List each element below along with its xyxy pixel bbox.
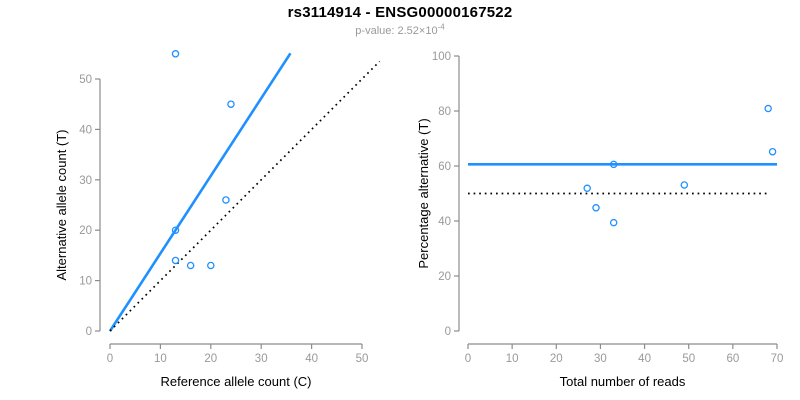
x-tick-label: 20: [550, 353, 563, 365]
y-tick-label: 40: [79, 124, 92, 136]
x-tick-label: 0: [465, 353, 471, 365]
x-tick-label: 30: [594, 353, 607, 365]
data-point: [764, 104, 772, 113]
pvalue-text: p-value: 2.52×10: [355, 25, 438, 37]
data-point: [592, 204, 600, 212]
data-point: [186, 261, 195, 270]
y-tick-label: 100: [432, 51, 451, 63]
y-tick-label: 0: [445, 326, 451, 338]
plot-subtitle: p-value: 2.52×10-4: [0, 22, 800, 37]
x-axis-title: Reference allele count (C): [160, 374, 311, 389]
x-axis-title: Total number of reads: [560, 374, 686, 389]
x-tick-label: 20: [204, 353, 217, 365]
x-tick-label: 10: [506, 353, 519, 365]
plot-title: rs3114914 - ENSG00000167522: [287, 4, 513, 21]
pvalue-exponent: -4: [437, 22, 445, 32]
data-point: [171, 256, 180, 265]
data-point: [768, 147, 777, 156]
data-point: [171, 50, 180, 58]
x-tick-label: 60: [726, 353, 739, 365]
y-tick-label: 60: [438, 161, 451, 173]
y-tick-label: 80: [438, 106, 451, 118]
panel-right: 0 10 20 30 40 50 60 70 0 20 40 60 80 100 Total number …: [416, 51, 783, 389]
identity-line: [109, 60, 381, 332]
x-tick-label: 50: [356, 353, 369, 365]
x-tick-label: 10: [154, 353, 167, 365]
x-tick-label: 70: [771, 353, 784, 365]
data-point: [171, 226, 180, 234]
data-point: [207, 261, 215, 270]
fit-line: [108, 52, 292, 332]
data-point: [609, 160, 618, 169]
x-tick-label: 0: [107, 353, 113, 365]
x-tick-label: 40: [305, 353, 318, 365]
y-tick-label: 10: [79, 276, 92, 288]
y-tick-label: 40: [438, 216, 451, 228]
data-point: [227, 100, 235, 108]
x-tick-label: 30: [255, 353, 268, 365]
x-tick-label: 50: [682, 353, 695, 365]
x-tick-label: 40: [638, 353, 651, 365]
y-axis-title: Percentage alternative (T): [416, 118, 431, 268]
y-tick-label: 0: [86, 326, 92, 338]
y-tick-label: 50: [79, 74, 92, 86]
y-tick-label: 30: [79, 175, 92, 187]
data-point: [583, 184, 591, 193]
data-point: [222, 196, 230, 204]
y-axis-title: Alternative allele count (T): [54, 129, 69, 280]
data-point: [680, 181, 689, 189]
data-point: [609, 218, 618, 227]
y-tick-label: 20: [79, 225, 92, 237]
y-tick-label: 20: [438, 271, 451, 283]
panel-left: 0 10 20 30 40 50 0 10 20 30 40 50 Reference allele c…: [54, 50, 381, 389]
